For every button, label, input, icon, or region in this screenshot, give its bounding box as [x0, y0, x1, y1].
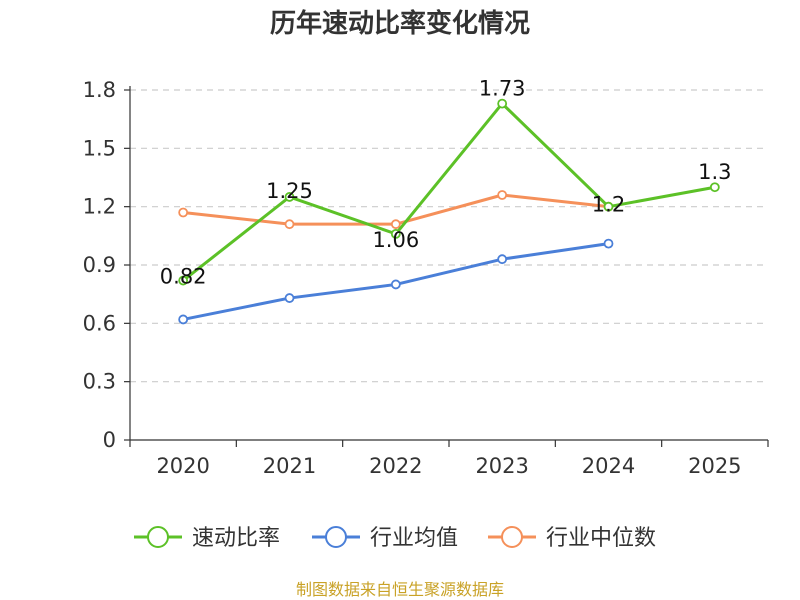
data-label: 1.25 [266, 179, 313, 203]
legend-label: 速动比率 [192, 526, 280, 551]
chart-title: 历年速动比率变化情况 [270, 8, 530, 39]
data-point [497, 98, 508, 109]
x-tick-label: 2025 [688, 454, 741, 478]
axes: 0 0.3 0.6 0.9 1.2 1.5 1.8 2020 2021 2022 2023 2024 2… [83, 78, 769, 478]
data-point [603, 201, 614, 212]
x-tick-label: 2024 [582, 454, 635, 478]
data-point [390, 219, 401, 230]
y-tick-label: 0.9 [83, 253, 116, 277]
legend-item-2: 行业中位数 [488, 526, 656, 551]
series-line-0 [182, 102, 716, 282]
grid-lines [130, 89, 768, 383]
y-tick-label: 1.2 [83, 195, 116, 219]
data-point [709, 182, 720, 193]
x-tick-label: 2022 [369, 454, 422, 478]
data-point [497, 254, 508, 265]
y-tick-label: 1.5 [83, 136, 116, 160]
data-point [178, 275, 189, 286]
data-label: 1.06 [372, 228, 419, 252]
legend-item-1: 行业均值 [312, 526, 458, 551]
legend-label: 行业中位数 [546, 526, 656, 551]
data-point [497, 190, 508, 200]
data-label: 1.3 [698, 160, 731, 184]
data-point [390, 279, 401, 290]
y-tick-label: 1.8 [83, 78, 116, 102]
y-tick-label: 0 [103, 428, 116, 452]
legend-marker [147, 526, 169, 548]
data-point [178, 207, 189, 218]
data-label: 0.82 [160, 265, 207, 289]
legend-item-0: 速动比率 [134, 526, 280, 551]
data-point [390, 228, 401, 239]
series-layer [178, 98, 720, 325]
y-tick-label: 0.3 [83, 370, 116, 394]
data-point [178, 314, 189, 325]
legend: 速动比率 行业均值 行业中位数 [134, 526, 656, 551]
data-labels: 0.82 1.25 1.06 1.73 1.2 1.3 [160, 77, 732, 289]
x-tick-label: 2021 [263, 454, 316, 478]
x-tick-label: 2020 [156, 454, 209, 478]
data-label: 1.73 [479, 77, 526, 101]
legend-marker [325, 526, 347, 548]
x-tick-label: 2023 [475, 454, 528, 478]
data-point [603, 238, 614, 249]
legend-label: 行业均值 [370, 526, 458, 551]
data-label: 1.2 [592, 193, 625, 217]
data-point [284, 192, 295, 202]
source-note: 制图数据来自恒生聚源数据库 [296, 580, 504, 599]
legend-marker [501, 526, 523, 548]
data-point [284, 219, 295, 230]
data-point [284, 293, 295, 303]
y-tick-label: 0.6 [83, 311, 116, 335]
